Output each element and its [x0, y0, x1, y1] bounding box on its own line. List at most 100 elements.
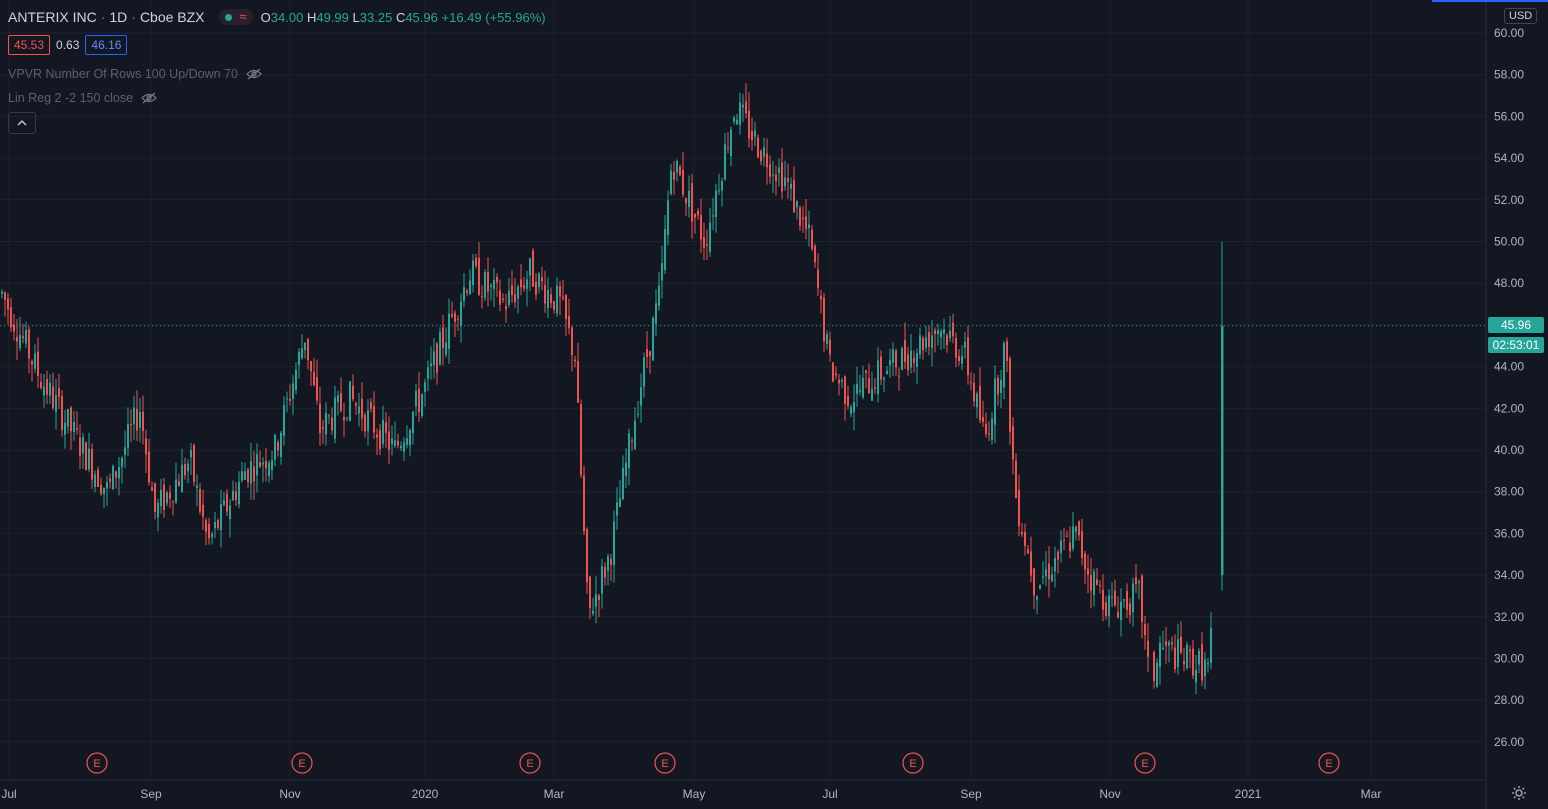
indicator-label: VPVR Number Of Rows 100 Up/Down 70 [8, 67, 238, 81]
candle [439, 327, 441, 366]
candle [829, 331, 831, 362]
candle [148, 439, 150, 486]
candle [499, 279, 501, 312]
candle [43, 373, 45, 408]
candle [727, 132, 729, 154]
candle [463, 272, 465, 308]
candle [484, 268, 486, 302]
candle [619, 479, 621, 508]
candle [553, 300, 555, 314]
earnings-marker-icon[interactable]: E [1134, 752, 1156, 774]
candle [1084, 551, 1086, 584]
earnings-marker-icon[interactable]: E [1318, 752, 1340, 774]
candle [901, 346, 903, 371]
candle [379, 424, 381, 456]
candle [34, 344, 36, 374]
candle [475, 253, 477, 269]
candle [529, 257, 531, 292]
earnings-marker-icon[interactable]: E [654, 752, 676, 774]
indicator-vpvr[interactable]: VPVR Number Of Rows 100 Up/Down 70 [8, 67, 262, 81]
candle [376, 428, 378, 455]
candle [181, 448, 183, 493]
candle [817, 253, 819, 296]
candle [382, 405, 384, 448]
currency-badge[interactable]: USD [1504, 8, 1538, 24]
collapse-legend-button[interactable] [8, 112, 36, 134]
candle [406, 425, 408, 449]
candle [886, 365, 888, 375]
candle [241, 462, 243, 483]
candle [754, 121, 756, 147]
candle [253, 450, 255, 500]
candle [1015, 453, 1017, 499]
candle [658, 271, 660, 311]
candle [445, 327, 447, 358]
candle [532, 248, 534, 287]
market-status[interactable]: ≈ [218, 9, 253, 25]
candle [1009, 356, 1011, 445]
candle [916, 348, 918, 384]
candle [550, 287, 552, 308]
visibility-off-icon[interactable] [246, 68, 262, 80]
candle [466, 288, 468, 297]
candle [769, 155, 771, 184]
bid-price[interactable]: 45.53 [8, 35, 51, 55]
candle [589, 576, 591, 620]
candle [511, 270, 513, 303]
candle [394, 421, 396, 449]
candle [268, 460, 270, 483]
symbol-name[interactable]: ANTERIX INC [8, 9, 97, 25]
candle [424, 378, 426, 407]
candle [697, 207, 699, 220]
candle [121, 455, 123, 484]
price-tick-label: 44.00 [1494, 360, 1524, 374]
candle [784, 160, 786, 191]
svg-text:E: E [909, 758, 916, 770]
candle [1081, 518, 1083, 566]
candle [457, 314, 459, 332]
candle [700, 198, 702, 253]
candle [1075, 525, 1077, 541]
candle-last [1221, 241, 1224, 591]
candle [757, 134, 759, 159]
candle [1141, 573, 1143, 639]
candle [55, 379, 57, 430]
candle [493, 267, 495, 308]
price-tick-label: 34.00 [1494, 568, 1524, 582]
candle [1072, 511, 1074, 552]
earnings-marker-icon[interactable]: E [902, 752, 924, 774]
candle [352, 374, 354, 402]
candle [1057, 549, 1059, 574]
candle [571, 325, 573, 372]
candle [838, 374, 840, 396]
candle [1000, 370, 1002, 409]
candle [145, 429, 147, 473]
earnings-marker-icon[interactable]: E [291, 752, 313, 774]
candle [208, 517, 210, 545]
candle [460, 293, 462, 343]
indicator-linreg[interactable]: Lin Reg 2 -2 150 close [8, 91, 157, 105]
candle [187, 459, 189, 484]
candle [130, 409, 132, 443]
gear-icon[interactable] [1511, 785, 1527, 801]
interval-label[interactable]: 1D [109, 9, 128, 25]
ask-price[interactable]: 46.16 [85, 35, 128, 55]
candle [169, 485, 171, 509]
candle [832, 361, 834, 383]
candle [487, 256, 489, 307]
visibility-off-icon[interactable] [141, 92, 157, 104]
earnings-marker-icon[interactable]: E [86, 752, 108, 774]
candle [1135, 563, 1137, 594]
candle [1012, 416, 1014, 475]
candle [1054, 546, 1056, 588]
time-tick-label: Mar [544, 787, 565, 801]
candle [58, 373, 60, 410]
earnings-marker-icon[interactable]: E [519, 752, 541, 774]
candle [13, 314, 15, 341]
candle [1183, 647, 1185, 672]
candle [1192, 640, 1194, 679]
candle [937, 323, 939, 346]
candle [1201, 632, 1203, 686]
candle [574, 355, 576, 368]
